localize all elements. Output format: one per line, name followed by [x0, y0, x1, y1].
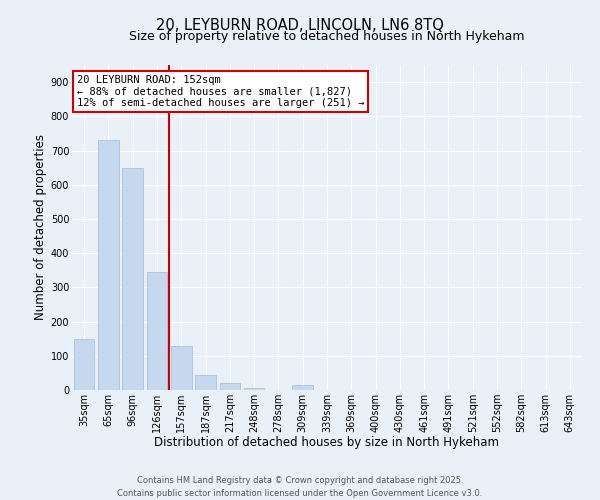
Bar	[122, 168, 143, 390]
Text: 20 LEYBURN ROAD: 152sqm
← 88% of detached houses are smaller (1,827)
12% of semi: 20 LEYBURN ROAD: 152sqm ← 88% of detache…	[77, 74, 365, 108]
Text: 20, LEYBURN ROAD, LINCOLN, LN6 8TQ: 20, LEYBURN ROAD, LINCOLN, LN6 8TQ	[156, 18, 444, 32]
Bar	[220, 383, 240, 390]
Bar	[244, 388, 265, 390]
Bar	[292, 385, 313, 390]
Text: Contains HM Land Registry data © Crown copyright and database right 2025.
Contai: Contains HM Land Registry data © Crown c…	[118, 476, 482, 498]
Bar	[171, 346, 191, 390]
X-axis label: Distribution of detached houses by size in North Hykeham: Distribution of detached houses by size …	[155, 436, 499, 450]
Y-axis label: Number of detached properties: Number of detached properties	[34, 134, 47, 320]
Bar	[74, 338, 94, 390]
Bar	[146, 272, 167, 390]
Bar	[98, 140, 119, 390]
Title: Size of property relative to detached houses in North Hykeham: Size of property relative to detached ho…	[129, 30, 525, 43]
Bar	[195, 374, 216, 390]
